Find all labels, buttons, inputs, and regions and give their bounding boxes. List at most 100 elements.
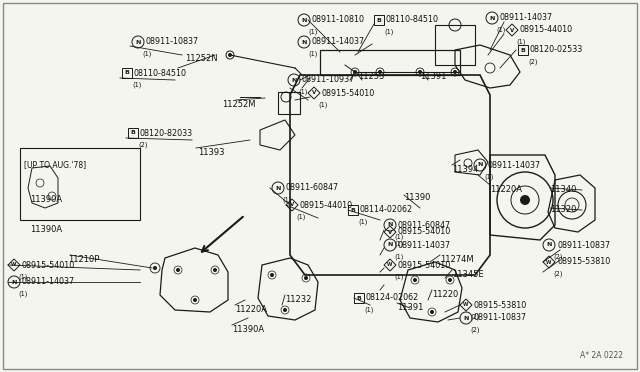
Text: (2): (2) bbox=[528, 59, 538, 65]
Bar bbox=[128, 128, 138, 138]
Text: 11252M: 11252M bbox=[222, 100, 255, 109]
Text: (1): (1) bbox=[318, 102, 328, 108]
Text: (1): (1) bbox=[282, 197, 291, 203]
Text: (1): (1) bbox=[142, 51, 152, 57]
Text: (1): (1) bbox=[298, 89, 307, 95]
Text: 08911-10810: 08911-10810 bbox=[312, 16, 365, 25]
Circle shape bbox=[378, 70, 382, 74]
Bar bbox=[20, 148, 140, 220]
Text: 11232: 11232 bbox=[285, 295, 312, 304]
Text: 08911-10837: 08911-10837 bbox=[474, 314, 527, 323]
Text: 08915-44010: 08915-44010 bbox=[520, 26, 573, 35]
Text: (1): (1) bbox=[394, 241, 403, 247]
Text: (2): (2) bbox=[138, 142, 147, 148]
Text: 11391: 11391 bbox=[397, 303, 424, 312]
Circle shape bbox=[153, 266, 157, 270]
Text: (1): (1) bbox=[394, 254, 403, 260]
Circle shape bbox=[418, 70, 422, 74]
Text: B: B bbox=[125, 71, 129, 76]
Bar bbox=[278, 92, 300, 114]
Text: 08915-53810: 08915-53810 bbox=[557, 257, 611, 266]
Text: (1): (1) bbox=[394, 234, 403, 240]
Text: (1): (1) bbox=[364, 307, 373, 313]
Text: 11340: 11340 bbox=[550, 185, 577, 194]
Text: 08911-14037: 08911-14037 bbox=[500, 13, 553, 22]
Text: N: N bbox=[463, 315, 468, 321]
Text: 11391: 11391 bbox=[420, 72, 446, 81]
Text: (1): (1) bbox=[358, 219, 367, 225]
Text: 08915-54010: 08915-54010 bbox=[322, 89, 375, 97]
Circle shape bbox=[283, 308, 287, 312]
Text: 11390A: 11390A bbox=[30, 195, 62, 204]
Text: (2): (2) bbox=[553, 254, 563, 260]
Text: (2): (2) bbox=[553, 271, 563, 277]
Text: N: N bbox=[547, 243, 552, 247]
Text: N: N bbox=[291, 77, 297, 83]
Text: (1): (1) bbox=[384, 29, 394, 35]
Circle shape bbox=[453, 70, 457, 74]
Circle shape bbox=[270, 273, 274, 277]
Text: B: B bbox=[520, 48, 525, 52]
Text: 08911-60847: 08911-60847 bbox=[286, 183, 339, 192]
Text: V: V bbox=[510, 28, 514, 32]
Text: 11390A: 11390A bbox=[30, 225, 62, 234]
Text: V: V bbox=[388, 230, 392, 234]
Text: 08915-54010: 08915-54010 bbox=[22, 260, 76, 269]
Text: 11320: 11320 bbox=[550, 205, 577, 214]
Text: N: N bbox=[477, 163, 483, 167]
Text: (1): (1) bbox=[18, 274, 28, 280]
Bar bbox=[348, 205, 358, 215]
Bar bbox=[122, 68, 132, 78]
Text: V: V bbox=[290, 202, 294, 208]
Text: 08120-82033: 08120-82033 bbox=[140, 128, 193, 138]
Text: (1): (1) bbox=[18, 291, 28, 297]
Text: 11394: 11394 bbox=[452, 165, 478, 174]
Text: N: N bbox=[301, 17, 307, 22]
Text: N: N bbox=[490, 16, 495, 20]
Text: 08911-14037: 08911-14037 bbox=[22, 278, 75, 286]
Text: 11220: 11220 bbox=[432, 290, 458, 299]
Circle shape bbox=[176, 268, 180, 272]
Text: 08915-54010: 08915-54010 bbox=[398, 260, 451, 269]
Circle shape bbox=[413, 278, 417, 282]
Text: 11220A: 11220A bbox=[235, 305, 267, 314]
Text: (1): (1) bbox=[296, 214, 305, 220]
Text: 08110-84510: 08110-84510 bbox=[134, 68, 187, 77]
Text: N: N bbox=[301, 39, 307, 45]
Circle shape bbox=[448, 278, 452, 282]
Text: 08120-02533: 08120-02533 bbox=[530, 45, 583, 55]
Text: B: B bbox=[376, 17, 381, 22]
Text: N: N bbox=[275, 186, 281, 190]
Text: (1): (1) bbox=[394, 274, 403, 280]
Text: W: W bbox=[463, 302, 468, 308]
Circle shape bbox=[353, 70, 357, 74]
Text: A* 2A 0222: A* 2A 0222 bbox=[580, 351, 623, 360]
Text: N: N bbox=[387, 243, 393, 247]
Text: 11393: 11393 bbox=[198, 148, 225, 157]
Circle shape bbox=[193, 298, 197, 302]
Text: 08110-84510: 08110-84510 bbox=[386, 16, 439, 25]
Text: 08911-14037: 08911-14037 bbox=[398, 241, 451, 250]
Circle shape bbox=[304, 276, 308, 280]
Text: B: B bbox=[131, 131, 136, 135]
Text: 08911-10937: 08911-10937 bbox=[302, 76, 355, 84]
Text: 08114-02062: 08114-02062 bbox=[360, 205, 413, 215]
Text: W: W bbox=[387, 263, 393, 267]
Text: (2): (2) bbox=[470, 314, 479, 320]
Text: 11253: 11253 bbox=[358, 72, 385, 81]
Text: (1): (1) bbox=[484, 174, 493, 180]
Circle shape bbox=[228, 53, 232, 57]
Circle shape bbox=[520, 195, 530, 205]
Text: 11390: 11390 bbox=[404, 193, 430, 202]
Text: W: W bbox=[12, 263, 17, 267]
Text: 11390A: 11390A bbox=[232, 325, 264, 334]
Text: N: N bbox=[135, 39, 141, 45]
Text: 08911-10837: 08911-10837 bbox=[557, 241, 610, 250]
Circle shape bbox=[430, 310, 434, 314]
Text: 08911-10837: 08911-10837 bbox=[146, 38, 199, 46]
Text: 08915-44010: 08915-44010 bbox=[300, 201, 353, 209]
Text: (1): (1) bbox=[308, 51, 317, 57]
Text: V: V bbox=[312, 90, 316, 96]
Text: (1): (1) bbox=[496, 27, 506, 33]
Text: 08915-54010: 08915-54010 bbox=[398, 228, 451, 237]
